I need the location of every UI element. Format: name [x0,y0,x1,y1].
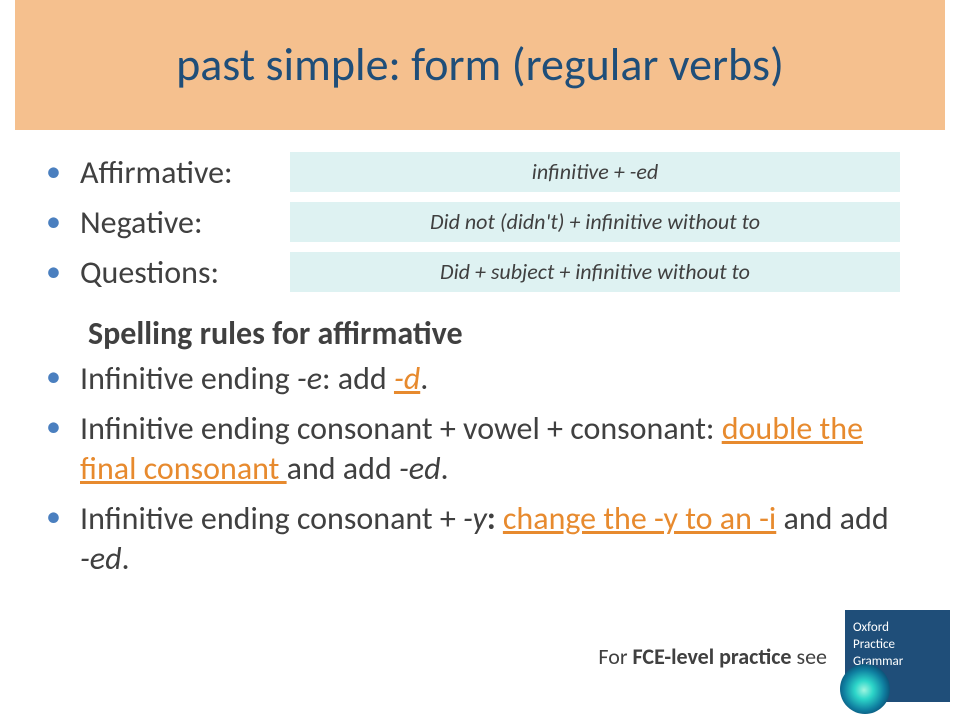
bullet-icon: • [40,409,80,489]
form-row-negative: • Negative: Did not (didn't) + infinitiv… [40,200,920,244]
bullet-icon: • [40,359,80,399]
text-fragment: and add [776,499,888,538]
content-area: • Affirmative: infinitive + -ed • Negati… [0,130,960,579]
cover-line: Oxford [853,620,942,637]
text-fragment: . [122,539,130,578]
text-fragment: -y [463,499,487,538]
text-fragment: see [792,643,827,670]
form-label: Negative: [80,203,290,242]
spelling-rule-3: • Infinitive ending consonant + -y: chan… [40,499,920,579]
bullet-icon: • [40,257,80,287]
rule-text: infinitive + -ed [532,158,658,185]
text-fragment: For [598,643,632,670]
rule-text: to [742,208,760,235]
title-bar: past simple: form (regular verbs) [15,0,945,130]
text-fragment: -ed [80,539,122,578]
rule-text: ) + infinitive without [558,208,742,235]
bullet-icon: • [40,157,80,187]
text-fragment: . [420,359,428,398]
text-fragment: Infinitive ending consonant + [80,499,463,538]
form-rule-questions: Did + subject + infinitive without to [290,252,900,293]
bullet-icon: • [40,207,80,237]
form-rule-affirmative: infinitive + -ed [290,152,900,193]
text-fragment: FCE-level practice [632,643,791,670]
spelling-text: Infinitive ending consonant + -y: change… [80,499,920,579]
spelling-rule-1: • Infinitive ending -e: add -d. [40,359,920,399]
form-label: Affirmative: [80,153,290,192]
text-fragment: : [487,499,503,538]
spelling-rule-2: • Infinitive ending consonant + vowel + … [40,409,920,489]
text-fragment: Infinitive ending [80,359,297,398]
rule-text: didn't [506,208,557,235]
spelling-text: Infinitive ending consonant + vowel + co… [80,409,920,489]
rule-text: Did not ( [430,208,506,235]
form-label: Questions: [80,253,290,292]
section-heading: Spelling rules for affirmative [88,314,920,353]
form-row-affirmative: • Affirmative: infinitive + -ed [40,150,920,194]
text-fragment: -ed [399,449,441,488]
rule-text: Did + subject + infinitive without [440,258,732,285]
footer: For FCE-level practice see Oxford Practi… [0,610,960,702]
book-cover: Oxford Practice Grammar [845,610,950,702]
emphasis: change the -y to an -i [503,499,776,538]
text-fragment: : add [322,359,394,398]
spelling-text: Infinitive ending -e: add -d. [80,359,458,399]
cover-line: Practice [853,637,942,654]
text-fragment: and add [287,449,399,488]
text-fragment: . [441,449,449,488]
rule-text: to [732,258,750,285]
form-rule-negative: Did not (didn't) + infinitive without to [290,202,900,243]
bullet-icon: • [40,499,80,579]
slide-title: past simple: form (regular verbs) [176,37,784,93]
text-fragment: Infinitive ending consonant + vowel + co… [80,409,722,448]
emphasis: -d [394,359,420,398]
footer-text: For FCE-level practice see [598,643,827,670]
text-fragment: -e [297,359,322,398]
form-row-questions: • Questions: Did + subject + infinitive … [40,250,920,294]
swirl-icon [840,664,890,714]
